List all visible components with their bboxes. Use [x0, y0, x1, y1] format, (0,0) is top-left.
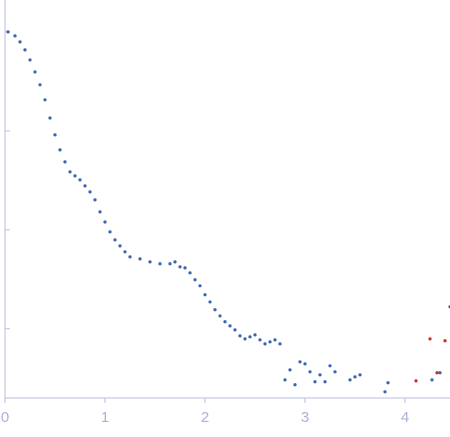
point — [443, 339, 447, 343]
point — [73, 174, 77, 178]
point — [438, 371, 442, 375]
point — [53, 133, 57, 137]
point — [28, 58, 32, 62]
point — [238, 334, 242, 338]
point — [113, 238, 117, 242]
point — [233, 328, 237, 332]
point — [138, 257, 142, 261]
point — [173, 260, 177, 264]
point — [303, 362, 307, 366]
point — [188, 271, 192, 275]
point — [83, 184, 87, 188]
point — [168, 262, 172, 266]
point — [148, 260, 152, 264]
point — [98, 210, 102, 214]
point — [78, 178, 82, 182]
point — [183, 266, 187, 270]
point — [13, 34, 17, 38]
point — [18, 40, 22, 44]
point — [258, 338, 262, 342]
point — [298, 360, 302, 364]
point — [348, 378, 352, 382]
point — [128, 255, 132, 259]
point — [323, 380, 327, 384]
point — [33, 70, 37, 74]
x-tick-label: 3 — [301, 409, 309, 426]
point — [213, 308, 217, 312]
point — [430, 378, 434, 382]
point — [178, 265, 182, 269]
point — [228, 324, 232, 328]
point — [208, 300, 212, 304]
point — [248, 335, 252, 339]
point — [43, 98, 47, 102]
point — [278, 342, 282, 346]
x-tick-label: 2 — [201, 409, 209, 426]
x-tick-label: 0 — [1, 409, 9, 426]
point — [23, 48, 27, 52]
point — [333, 370, 337, 374]
point — [283, 378, 287, 382]
point — [68, 170, 72, 174]
point — [6, 30, 10, 34]
point — [386, 381, 390, 385]
point — [88, 190, 92, 194]
point — [288, 368, 292, 372]
point — [58, 148, 62, 152]
point — [358, 373, 362, 377]
point — [103, 220, 107, 224]
point — [123, 250, 127, 254]
point — [428, 337, 432, 341]
point — [273, 338, 277, 342]
point — [198, 284, 202, 288]
point — [218, 314, 222, 318]
point — [223, 320, 227, 324]
point — [308, 370, 312, 374]
point — [158, 262, 162, 266]
x-tick-label: 4 — [401, 409, 409, 426]
point — [63, 160, 67, 164]
point — [253, 333, 257, 337]
point — [435, 371, 439, 375]
point — [414, 379, 418, 383]
point — [243, 337, 247, 341]
point — [268, 340, 272, 344]
point — [293, 383, 297, 387]
point — [118, 244, 122, 248]
point — [383, 390, 387, 394]
point — [93, 198, 97, 202]
x-tick-label: 1 — [101, 409, 109, 426]
point — [108, 230, 112, 234]
point — [318, 373, 322, 377]
point — [203, 293, 207, 297]
point — [263, 342, 267, 346]
point — [38, 83, 42, 87]
point — [313, 380, 317, 384]
point — [48, 116, 52, 120]
point — [193, 278, 197, 282]
point — [353, 375, 357, 379]
point — [328, 364, 332, 368]
